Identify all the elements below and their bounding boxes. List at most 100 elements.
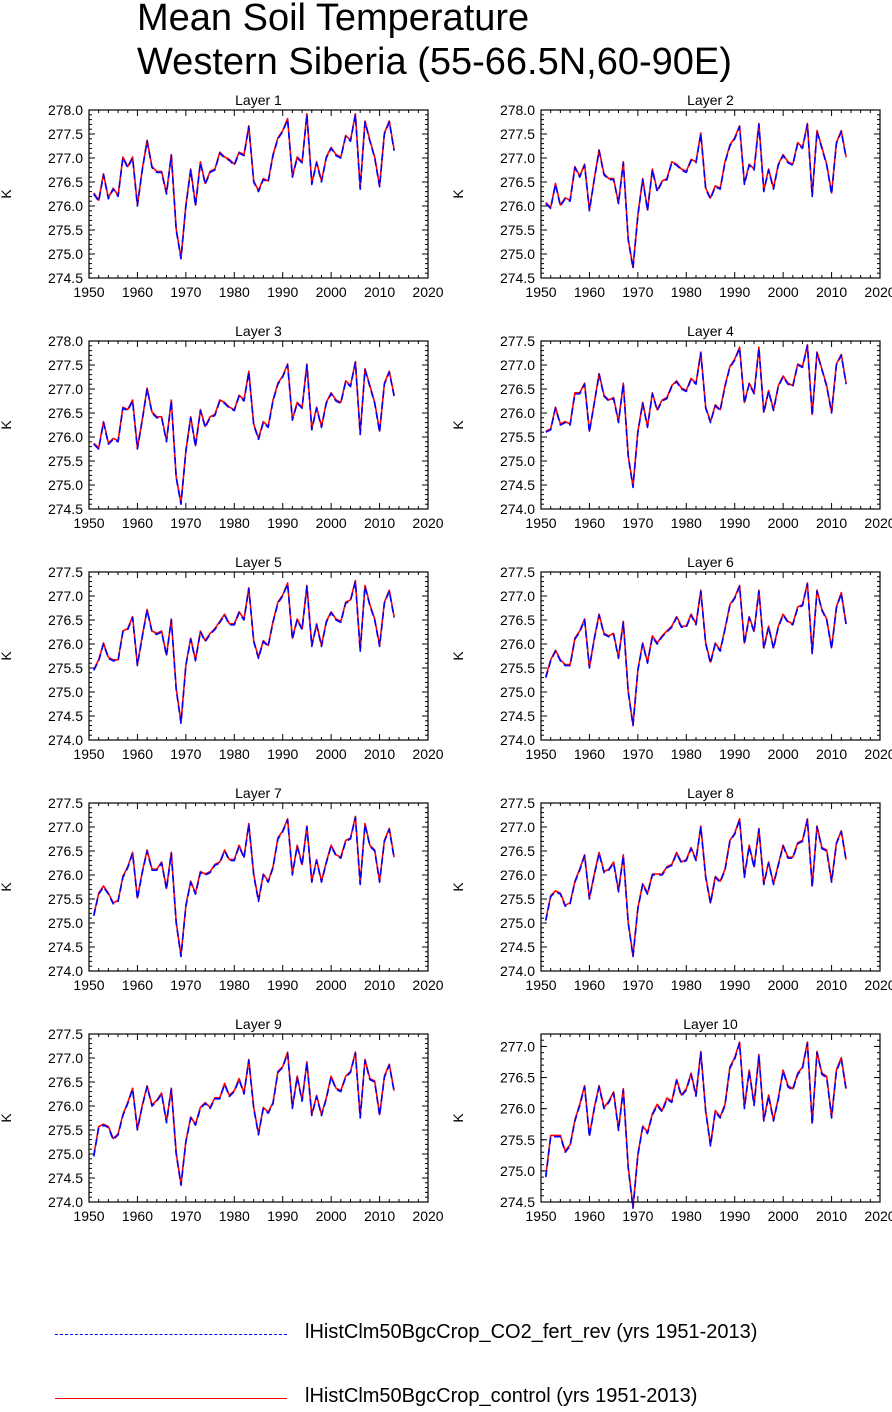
layer8-ytick-label: 276.5 <box>500 843 535 859</box>
layer8-xtick-label: 2020 <box>864 977 892 993</box>
layer2-xtick-label: 1970 <box>622 284 653 300</box>
layer9-xtick-label: 1960 <box>122 1208 153 1224</box>
layer1-xtick-label: 2010 <box>364 284 395 300</box>
layer3-xtick-label: 2020 <box>412 515 443 531</box>
layer8-xtick-label: 2010 <box>816 977 847 993</box>
layer8-ytick-label: 274.5 <box>500 939 535 955</box>
layer6-xtick-label: 1990 <box>719 746 750 762</box>
layer4-ylabel: K <box>450 420 466 430</box>
layer9-ytick-label: 276.0 <box>48 1098 83 1114</box>
layer1-ytick-label: 275.0 <box>48 246 83 262</box>
layer6-ytick-label: 275.0 <box>500 684 535 700</box>
layer2-ytick-label: 276.5 <box>500 174 535 190</box>
layer5-ytick-label: 277.5 <box>48 564 83 580</box>
layer3-ytick-label: 275.5 <box>48 453 83 469</box>
layer9-ytick-label: 274.0 <box>48 1194 83 1210</box>
layer5-ytick-label: 274.0 <box>48 732 83 748</box>
layer1-series-control <box>93 113 395 259</box>
layer3-ytick-label: 275.0 <box>48 477 83 493</box>
layer10-xtick-label: 1960 <box>574 1208 605 1224</box>
layer7-series-control <box>93 815 395 957</box>
layer10-xtick-label: 1970 <box>622 1208 653 1224</box>
layer7-ytick-label: 274.5 <box>48 939 83 955</box>
layer4-xtick-label: 1980 <box>671 515 702 531</box>
layer5-ytick-label: 275.0 <box>48 684 83 700</box>
layer7-xtick-label: 2020 <box>412 977 443 993</box>
layer3-ytick-label: 276.0 <box>48 429 83 445</box>
layer6-ytick-label: 274.5 <box>500 708 535 724</box>
layer4-ytick-label: 276.0 <box>500 405 535 421</box>
layer6-ytick-label: 276.0 <box>500 636 535 652</box>
layer8-ytick-label: 277.5 <box>500 795 535 811</box>
layer4-xtick-label: 2010 <box>816 515 847 531</box>
layer7-xtick-label: 1960 <box>122 977 153 993</box>
legend-label-co2-fert-rev: lHistClm50BgcCrop_CO2_fert_rev (yrs 1951… <box>305 1321 758 1343</box>
layer9-plot-frame <box>88 1033 429 1203</box>
layer4-xtick-label: 1960 <box>574 515 605 531</box>
layer3-ytick-label: 277.5 <box>48 357 83 373</box>
layer10-xtick-label: 1990 <box>719 1208 750 1224</box>
layer1-xtick-label: 2000 <box>316 284 347 300</box>
layer10-ytick-label: 275.0 <box>500 1163 535 1179</box>
layer2-ytick-label: 278.0 <box>500 102 535 118</box>
layer8-xtick-label: 1990 <box>719 977 750 993</box>
layer6-ytick-label: 277.5 <box>500 564 535 580</box>
layer4-series-co2-fert-rev <box>545 344 847 489</box>
layer1-xtick-label: 1960 <box>122 284 153 300</box>
layer6-ytick-label: 276.5 <box>500 612 535 628</box>
layer1-ytick-label: 274.5 <box>48 270 83 286</box>
layer2-xtick-label: 1950 <box>525 284 556 300</box>
layer9-xtick-label: 1950 <box>73 1208 104 1224</box>
layer5-xtick-label: 2000 <box>316 746 347 762</box>
layer1-xtick-label: 1990 <box>267 284 298 300</box>
layer8-series-co2-fert-rev <box>545 818 847 958</box>
layer1-series-co2-fert-rev <box>93 114 395 260</box>
layer4-ytick-label: 277.0 <box>500 357 535 373</box>
layer3-ytick-label: 274.5 <box>48 501 83 517</box>
layer7-series-co2-fert-rev <box>93 816 395 958</box>
layer10-ytick-label: 276.5 <box>500 1070 535 1086</box>
layer9-xtick-label: 2010 <box>364 1208 395 1224</box>
layer5-plot-frame <box>88 571 429 741</box>
layer8-xtick-label: 1970 <box>622 977 653 993</box>
layer8-title: Layer 8 <box>687 785 734 801</box>
page-title: Mean Soil Temperature <box>137 0 530 39</box>
layer8-ytick-label: 276.0 <box>500 867 535 883</box>
layer10-ytick-label: 277.0 <box>500 1038 535 1054</box>
layer9-xtick-label: 1970 <box>170 1208 201 1224</box>
layer5-title: Layer 5 <box>235 554 282 570</box>
layer5-ytick-label: 275.5 <box>48 660 83 676</box>
layer5-xtick-label: 1990 <box>267 746 298 762</box>
layer2-xtick-label: 2020 <box>864 284 892 300</box>
layer5-ytick-label: 274.5 <box>48 708 83 724</box>
layer7-ytick-label: 276.0 <box>48 867 83 883</box>
layer5-ytick-label: 277.0 <box>48 588 83 604</box>
layer9-ytick-label: 275.5 <box>48 1122 83 1138</box>
layer5-ytick-label: 276.5 <box>48 612 83 628</box>
layer5-ylabel: K <box>0 651 14 661</box>
layer1-ytick-label: 276.0 <box>48 198 83 214</box>
layer7-ytick-label: 277.5 <box>48 795 83 811</box>
layer3-ylabel: K <box>0 420 14 430</box>
layer4-ytick-label: 276.5 <box>500 381 535 397</box>
layer1-ytick-label: 277.5 <box>48 126 83 142</box>
layer8-ytick-label: 277.0 <box>500 819 535 835</box>
layer4-xtick-label: 1990 <box>719 515 750 531</box>
layer6-ylabel: K <box>450 651 466 661</box>
layer4-xtick-label: 1950 <box>525 515 556 531</box>
layer1-title: Layer 1 <box>235 92 282 108</box>
layer6-title: Layer 6 <box>687 554 734 570</box>
layer2-plot-frame <box>540 109 881 279</box>
layer8-series-control <box>545 817 847 957</box>
layer4-xtick-label: 2000 <box>768 515 799 531</box>
layer6-xtick-label: 1950 <box>525 746 556 762</box>
layer7-xtick-label: 2000 <box>316 977 347 993</box>
layer10-series-co2-fert-rev <box>545 1042 847 1209</box>
layer3-series-co2-fert-rev <box>93 361 395 506</box>
layer2-xtick-label: 1990 <box>719 284 750 300</box>
layer4-ytick-label: 275.5 <box>500 429 535 445</box>
layer3-xtick-label: 1970 <box>170 515 201 531</box>
layer2-title: Layer 2 <box>687 92 734 108</box>
layer5-xtick-label: 2020 <box>412 746 443 762</box>
layer1-xtick-label: 1980 <box>219 284 250 300</box>
